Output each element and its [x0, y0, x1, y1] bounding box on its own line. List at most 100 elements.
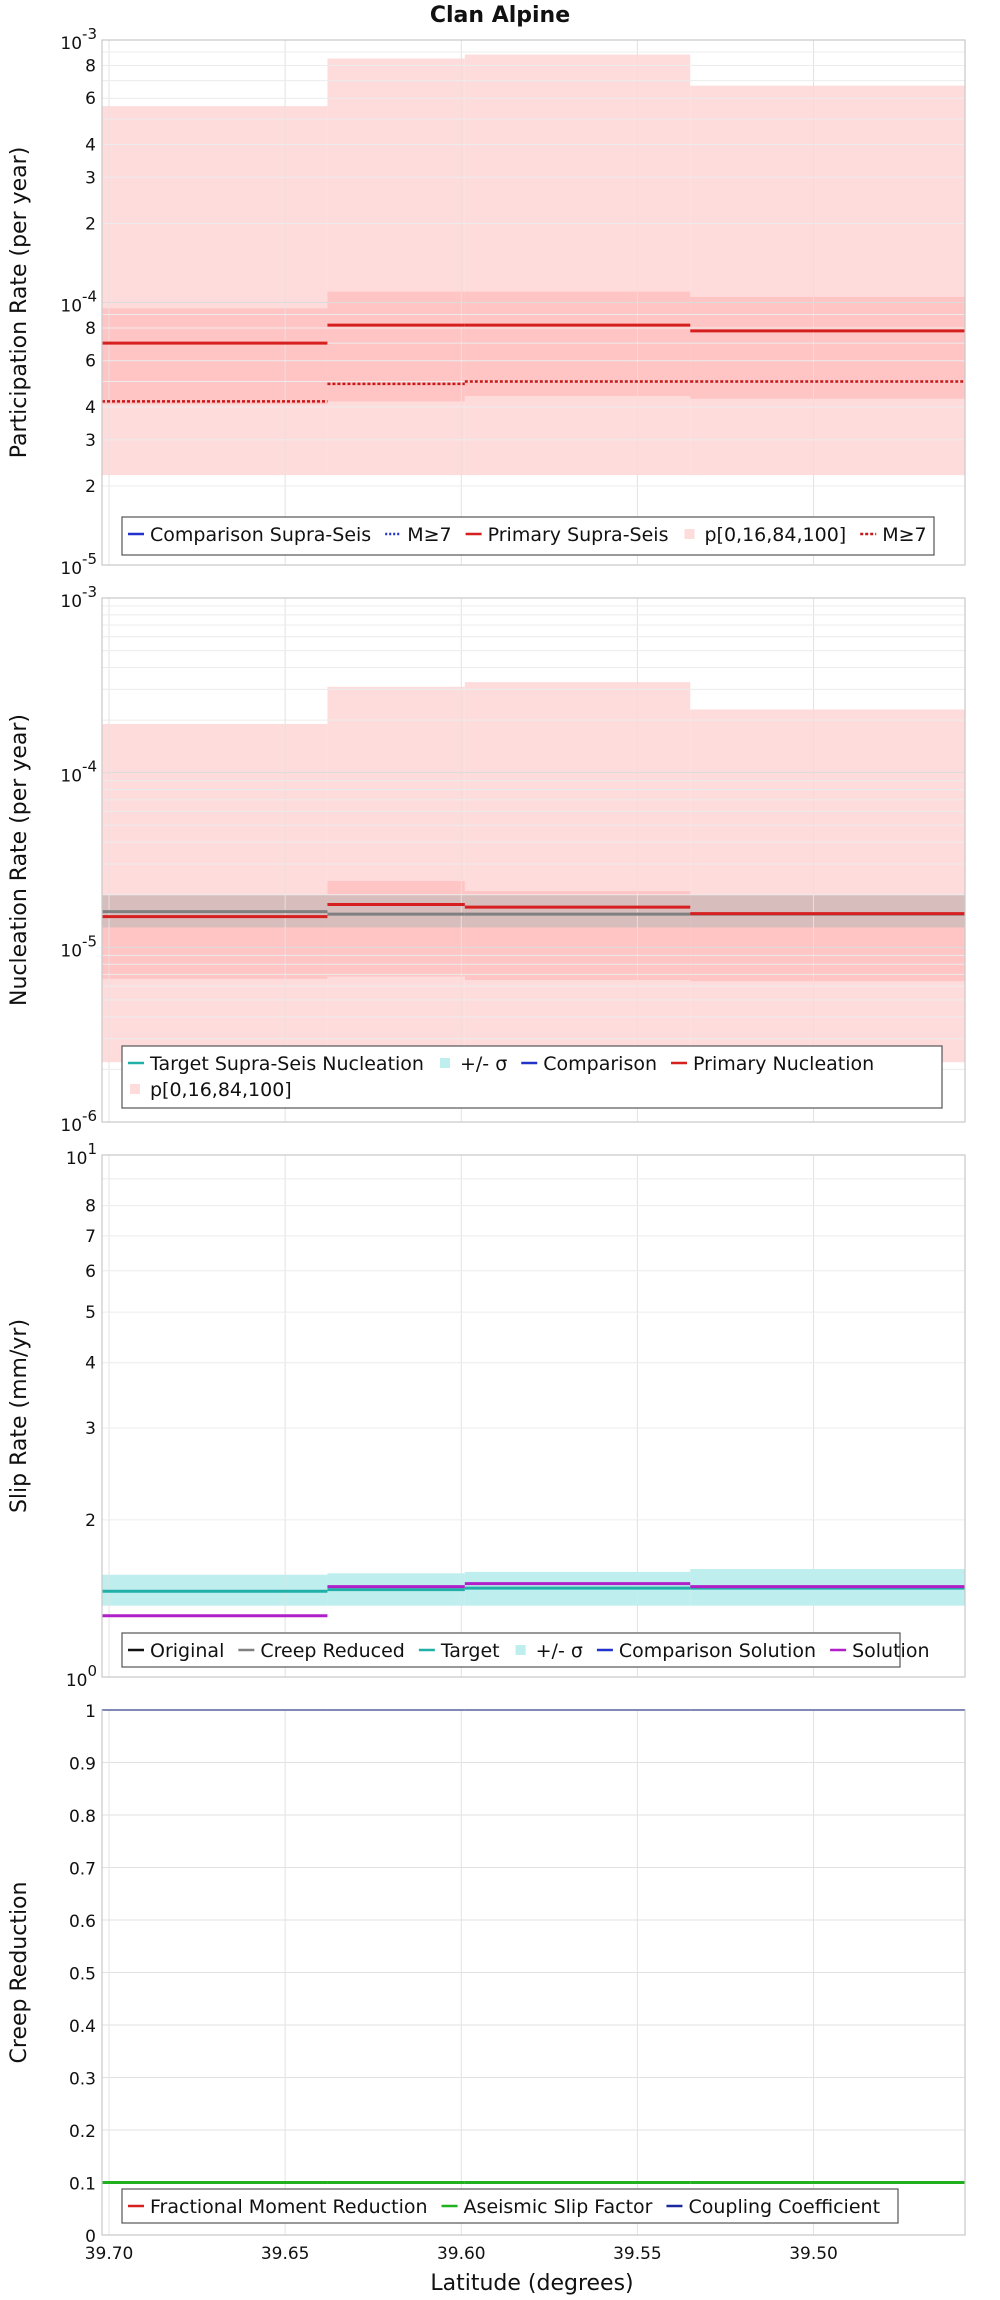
legend-label: Primary Supra-Seis: [488, 524, 669, 546]
y-axis-label: Creep Reduction: [7, 1882, 32, 2064]
chart-title: Clan Alpine: [430, 3, 570, 28]
legend-item: Comparison Solution: [596, 1640, 816, 1662]
legend-label: p[0,16,84,100]: [704, 524, 846, 546]
x-tick-label: 39.65: [261, 2244, 310, 2264]
band-segment: [327, 894, 465, 928]
y-minor-tick-label: 3: [85, 431, 96, 451]
y-minor-tick-label: 6: [85, 1262, 96, 1282]
legend: Target Supra-Seis Nucleation +/- σ Compari…: [121, 1045, 943, 1109]
y-minor-tick-label: 8: [85, 1197, 96, 1217]
y-tick-label: 10-3: [60, 583, 97, 612]
legend-item: Solution: [830, 1640, 930, 1662]
band-segment: [690, 894, 965, 928]
legend: Fractional Moment Reduction Aseismic Slip…: [121, 2188, 899, 2224]
y-tick-label: 0.1: [69, 2175, 96, 2195]
y-tick-label: 100: [66, 1662, 97, 1691]
y-tick-label: 0.2: [69, 2122, 96, 2142]
legend-item: Comparison: [521, 1053, 657, 1075]
legend-item: +/- σ: [515, 1640, 583, 1662]
panel-nucleation-rate: 10-6 10-5 10-4 10-3 Nucleation Rate (per yea…: [7, 583, 966, 1136]
y-tick-label: 0.4: [69, 2017, 96, 2037]
legend-box: [121, 1045, 943, 1109]
y-tick-label: 10-5: [60, 932, 97, 961]
legend-swatch: [130, 1084, 140, 1094]
legend-label: Comparison: [543, 1053, 657, 1075]
legend-label: p[0,16,84,100]: [150, 1079, 292, 1101]
x-tick-label: 39.50: [789, 2244, 838, 2264]
y-axis-label: Slip Rate (mm/yr): [7, 1319, 32, 1513]
y-minor-tick-label: 4: [85, 1354, 96, 1374]
legend-item: p[0,16,84,100]: [130, 1079, 292, 1101]
y-minor-tick-label: 7: [85, 1227, 96, 1247]
y-tick-label: 1: [85, 1702, 96, 1722]
band-segment: [464, 894, 691, 928]
y-axis-label: Nucleation Rate (per year): [7, 714, 32, 1006]
legend-label: +/- σ: [536, 1640, 583, 1662]
legend-label: M≥7: [407, 524, 451, 546]
y-tick-label: 10-5: [60, 550, 97, 579]
legend-label: Fractional Moment Reduction: [150, 2196, 428, 2218]
panel-participation-rate: 10-5 10-4 10-3 2 3 4 6 8 2 3 4 6 8 Participation Rate…: [7, 25, 966, 579]
y-tick-label: 0.5: [69, 1965, 96, 1985]
legend-label: Comparison Supra-Seis: [150, 524, 371, 546]
legend: Comparison Supra-Seis M≥7 Primary Supra-Se…: [121, 516, 935, 556]
y-minor-tick-label: 6: [85, 89, 96, 109]
legend-label: +/- σ: [460, 1053, 507, 1075]
legend-label: Target Supra-Seis Nucleation: [149, 1053, 424, 1075]
band-segment: [327, 58, 465, 476]
legend-label: Coupling Coefficient: [688, 2196, 880, 2218]
y-tick-label: 0.3: [69, 2070, 96, 2090]
legend-swatch: [439, 1058, 450, 1068]
band-segment: [327, 686, 465, 1063]
x-tick-label: 39.55: [613, 2244, 662, 2264]
x-tick-label: 39.70: [85, 2244, 134, 2264]
band-segment: [464, 291, 691, 397]
legend-item: Comparison Supra-Seis: [128, 524, 371, 546]
legend-item: Creep Reduced: [238, 1640, 405, 1662]
legend-item: Fractional Moment Reduction: [128, 2196, 428, 2218]
y-tick-label: 0.8: [69, 1807, 96, 1827]
y-minor-tick-label: 8: [85, 56, 96, 76]
legend-item: +/- σ: [439, 1053, 507, 1075]
legend-label: Creep Reduced: [260, 1640, 404, 1662]
y-tick-label: 10-3: [60, 25, 97, 54]
legend-item: Aseismic Slip Factor: [441, 2196, 653, 2218]
y-tick-label: 10-4: [60, 758, 97, 787]
legend-item: M≥7: [385, 524, 452, 546]
y-tick-label: 10-6: [60, 1107, 97, 1136]
band-segment: [102, 106, 328, 476]
y-minor-tick-label: 2: [85, 477, 96, 497]
legend-swatch: [515, 1645, 526, 1655]
legend-item: Target Supra-Seis Nucleation: [128, 1053, 424, 1075]
y-tick-label: 0.9: [69, 1755, 96, 1775]
band-segment: [464, 54, 691, 476]
band-segment: [690, 709, 965, 1063]
legend-item: Primary Nucleation: [671, 1053, 874, 1075]
y-tick-label: 0: [85, 2227, 96, 2247]
legend-label: M≥7: [882, 524, 926, 546]
legend-box: [121, 516, 935, 556]
y-minor-tick-label: 4: [85, 135, 96, 155]
plot-frame: [101, 1154, 966, 1678]
y-minor-tick-label: 2: [85, 1511, 96, 1531]
legend-item: Coupling Coefficient: [666, 2196, 880, 2218]
legend-label: Primary Nucleation: [693, 1053, 874, 1075]
y-minor-tick-label: 3: [85, 1419, 96, 1439]
panel-slip-rate: 100 101 2 3 4 5 6 7 8 Slip Rate (mm/yr) Original Cr…: [7, 1140, 966, 1691]
legend-label: Original: [150, 1640, 224, 1662]
band-segment: [690, 296, 965, 399]
legend-item: Original: [128, 1640, 224, 1662]
legend: Original Creep Reduced Target +/- σ Comparis…: [121, 1632, 930, 1668]
y-minor-tick-label: 2: [85, 214, 96, 234]
y-minor-tick-label: 8: [85, 319, 96, 339]
x-axis-label: Latitude (degrees): [430, 2271, 633, 2296]
plot-frame: [101, 597, 966, 1123]
legend-label: Aseismic Slip Factor: [464, 2196, 653, 2218]
band-segment: [102, 723, 328, 1063]
band-segment: [464, 682, 691, 1063]
plot-frame: [101, 1709, 966, 2236]
band-segment: [102, 308, 328, 405]
y-minor-tick-label: 6: [85, 352, 96, 372]
x-tick-label: 39.60: [437, 2244, 486, 2264]
y-tick-label: 101: [66, 1140, 97, 1169]
